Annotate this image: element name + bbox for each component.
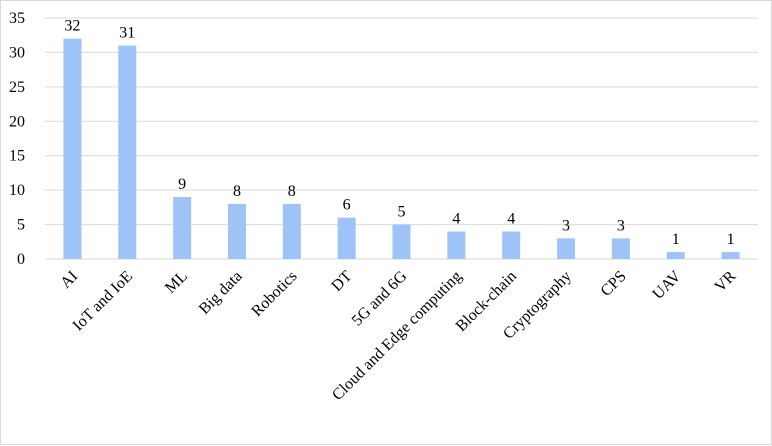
y-tick-label: 35 [9,10,25,27]
bar-ai [63,38,82,260]
x-category-label: IoT and IoE [70,268,136,334]
data-label: 4 [507,210,515,227]
data-label: 32 [64,18,80,35]
data-label: 5 [398,204,406,221]
x-category-label: VR [712,268,740,296]
x-category-label: CPS [598,268,630,300]
data-label: 8 [288,183,296,200]
y-tick-label: 10 [9,182,25,199]
data-label: 1 [672,231,680,248]
bar-cps [611,238,630,259]
bar-cloud-and-edge-computing [447,231,466,259]
data-label: 31 [119,25,135,42]
data-label: 9 [178,176,186,193]
x-category-label: UAV [649,267,684,302]
x-category-label: Big data [196,268,246,318]
data-label: 8 [233,183,241,200]
bar-cryptography [557,238,576,259]
bar-ml [173,197,192,259]
bar-uav [666,252,685,259]
bar-vr [721,252,740,259]
x-category-label: AI [57,268,81,292]
y-tick-label: 25 [9,79,25,96]
x-category-label: Robotics [248,268,300,320]
y-tick-label: 20 [9,113,25,130]
y-tick-label: 15 [9,148,25,165]
x-category-label: ML [162,268,191,297]
y-tick-label: 5 [17,217,25,234]
bar-iot-and-ioe [118,45,137,259]
x-category-label: DT [328,268,355,295]
y-tick-label: 30 [9,44,25,61]
bar-dt [337,217,356,259]
bar-robotics [282,203,301,259]
data-label: 1 [727,231,735,248]
bar-big-data [227,203,246,259]
data-label: 3 [562,217,570,234]
data-label: 3 [617,217,625,234]
bar-block-chain [502,231,521,259]
bar-5g-and-6g [392,224,411,259]
y-tick-label: 0 [17,251,25,268]
data-label: 4 [452,210,460,227]
data-label: 6 [343,197,351,214]
